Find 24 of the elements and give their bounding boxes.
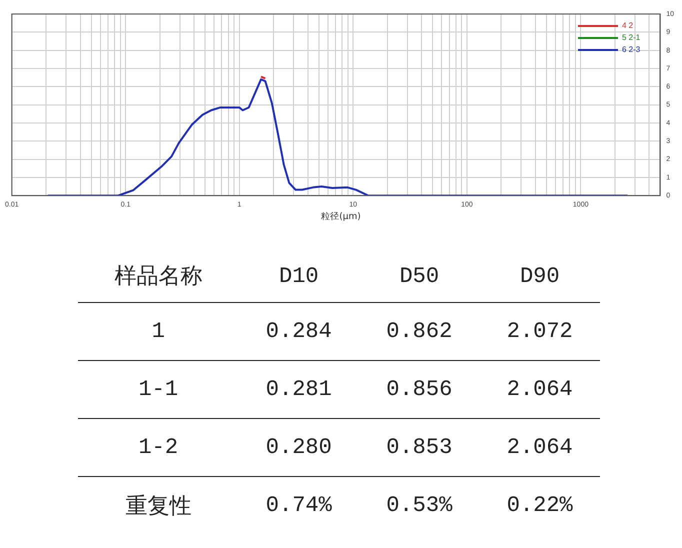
text: 0.281 [266, 377, 332, 402]
text: 0.856 [386, 377, 452, 402]
text: 0.862 [386, 319, 452, 344]
legend-label: 5 2-1 [622, 33, 641, 42]
category-label: 1-2 [138, 435, 178, 460]
category-label: D10 [238, 250, 360, 302]
text: 2.064 [506, 377, 573, 402]
text: 2.072 [506, 319, 573, 344]
legend-label: 6 2-3 [622, 45, 641, 54]
x-axis-title: 粒径(μm) [320, 211, 362, 223]
text: 0.284 [266, 319, 332, 344]
category-label: 1 [152, 319, 165, 344]
category-label: 样品名称 [78, 250, 239, 302]
text: 2.064 [506, 435, 573, 460]
category-label: D90 [480, 250, 600, 302]
text: 0.53% [386, 493, 452, 518]
legend-label: 4 2 [622, 21, 634, 30]
text: 0.22% [506, 493, 573, 518]
text: 0.853 [386, 435, 452, 460]
category-label: D50 [359, 250, 480, 302]
category-label: 重复性 [125, 494, 192, 520]
text: 0.74% [266, 493, 332, 518]
category-label: 1-1 [138, 377, 178, 402]
text: 0.280 [266, 435, 332, 460]
